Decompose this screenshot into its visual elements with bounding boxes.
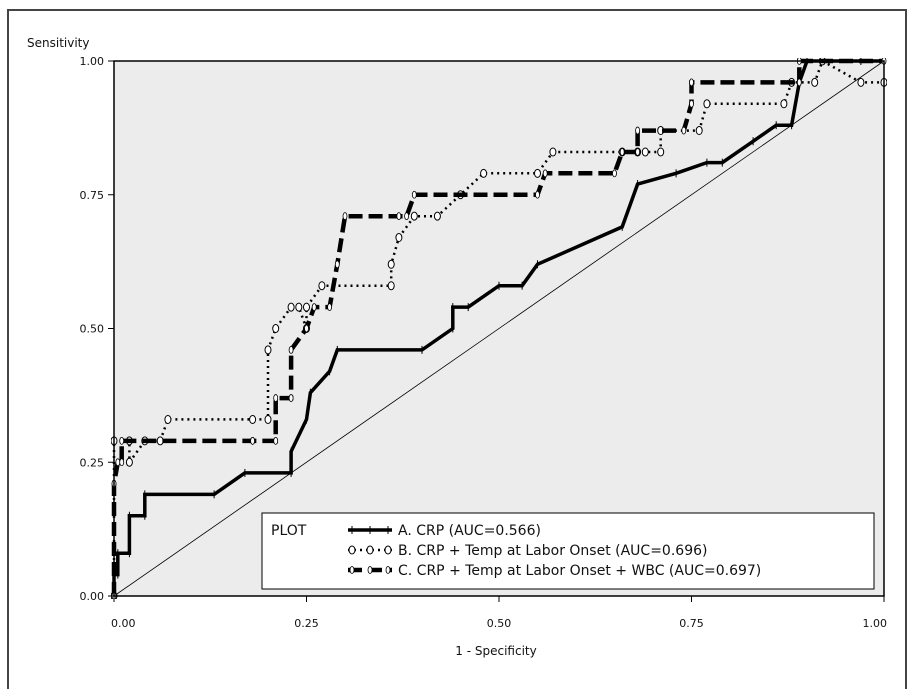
data-point [404, 212, 410, 221]
legend-marker [384, 545, 392, 555]
y-tick-label: 1.00 [80, 55, 105, 68]
x-tick-label: 0.75 [679, 617, 704, 630]
data-point [250, 436, 256, 445]
data-point [681, 126, 687, 135]
x-tick-label: 0.50 [487, 617, 512, 630]
data-point [288, 345, 294, 354]
chart-frame: 0.00 0.25 0.50 0.75 1.00 0.00 0.25 0.50 0.75 1.0… [7, 9, 907, 689]
data-point [303, 302, 310, 312]
data-point [287, 302, 295, 312]
x-tick-label: 0.25 [294, 617, 319, 630]
series-line [112, 59, 884, 596]
y-tick-label: 0.50 [80, 323, 105, 336]
data-point [703, 99, 711, 109]
legend-entry: C. CRP + Temp at Labor Onset + WBC (AUC=… [348, 563, 761, 579]
legend-marker [349, 566, 355, 574]
data-point [549, 147, 557, 157]
data-point [288, 394, 294, 402]
legend-title: PLOT [271, 523, 307, 539]
y-tick-label: 0.25 [80, 456, 105, 469]
data-point [411, 190, 417, 199]
data-point [619, 148, 625, 156]
data-point [334, 260, 340, 269]
legend-label: B. CRP + Temp at Labor Onset (AUC=0.696) [398, 543, 707, 559]
data-point [695, 126, 703, 136]
series-line [111, 58, 884, 596]
legend-entry: A. CRP (AUC=0.566) [348, 523, 541, 539]
y-axis-title: Sensitivity [27, 36, 89, 50]
data-point [641, 147, 649, 157]
data-point [272, 324, 280, 333]
data-point [125, 457, 133, 467]
data-point [780, 99, 788, 109]
x-axis-title: 1 - Specificity [455, 644, 536, 658]
legend-label: A. CRP (AUC=0.566) [398, 523, 541, 539]
data-point [542, 169, 548, 178]
data-point [480, 168, 488, 178]
data-point [273, 436, 279, 445]
data-point [264, 414, 272, 424]
data-point [689, 99, 694, 108]
legend-marker [366, 545, 374, 555]
data-point [689, 78, 694, 87]
data-point [318, 281, 326, 291]
data-point [535, 190, 540, 199]
data-point [395, 233, 403, 243]
data-point [410, 211, 418, 221]
data-point [534, 168, 541, 178]
legend-marker [348, 545, 356, 555]
legend-box [261, 512, 875, 590]
y-tick-label: 0.75 [80, 189, 105, 202]
x-axis: 0.00 0.25 0.50 0.75 1.00 [111, 596, 887, 630]
data-point [387, 259, 395, 269]
legend-entries: A. CRP (AUC=0.566) B. CRP + Temp at Labor… [348, 523, 761, 579]
data-point [396, 212, 402, 221]
data-point [249, 414, 257, 424]
data-point [119, 436, 125, 445]
series-layer [111, 58, 887, 599]
data-point [264, 345, 272, 355]
data-point [342, 212, 348, 221]
data-point [156, 436, 164, 446]
y-axis: 0.00 0.25 0.50 0.75 1.00 [80, 55, 114, 603]
data-point [796, 78, 802, 87]
data-point [433, 211, 441, 221]
legend-entry: B. CRP + Temp at Labor Onset (AUC=0.696) [348, 543, 707, 559]
data-point [273, 394, 279, 402]
reference-diagonal-line [113, 60, 885, 597]
legend-marker [367, 566, 373, 574]
data-point [635, 148, 640, 156]
legend: PLOT A. CRP (AUC=0.566) B. CRP + Temp at … [261, 512, 875, 590]
data-point [115, 458, 121, 467]
x-tick-label: 0.00 [111, 617, 136, 630]
data-point [311, 303, 317, 312]
data-point [304, 324, 309, 333]
data-point [327, 303, 333, 312]
roc-chart: 0.00 0.25 0.50 0.75 1.00 0.00 0.25 0.50 0.75 1.0… [27, 36, 887, 658]
data-point [612, 169, 617, 178]
y-tick-label: 0.00 [80, 590, 105, 603]
data-point [635, 126, 640, 135]
data-point [295, 302, 303, 312]
data-point [657, 147, 665, 157]
data-point [811, 77, 819, 87]
data-point [857, 77, 865, 87]
data-point [119, 458, 125, 467]
legend-label: C. CRP + Temp at Labor Onset + WBC (AUC=… [398, 563, 761, 579]
data-point [387, 281, 395, 291]
x-tick-label: 1.00 [863, 617, 888, 630]
data-point [164, 414, 172, 424]
legend-marker [385, 566, 391, 574]
